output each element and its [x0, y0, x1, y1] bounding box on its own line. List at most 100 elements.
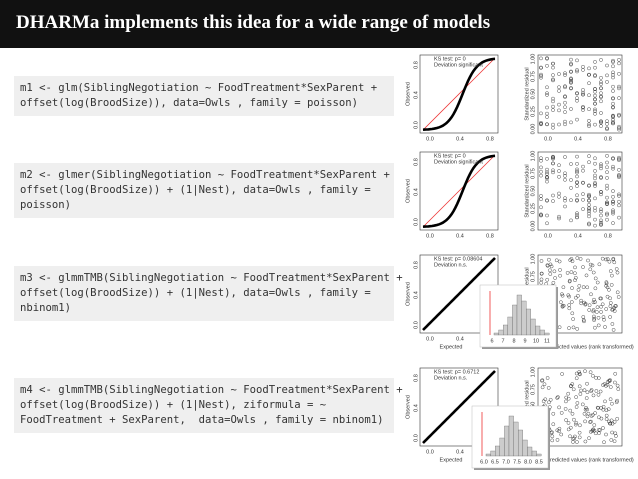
residual-frame	[537, 151, 623, 231]
residual-point	[617, 112, 621, 117]
residual-point	[557, 89, 561, 93]
residual-point	[587, 119, 591, 123]
residual-point	[593, 122, 597, 127]
residual-point	[615, 383, 620, 388]
residual-point	[569, 78, 573, 83]
residual-point	[551, 199, 555, 203]
qq-y-tick: 0.4	[413, 291, 419, 299]
residual-point	[557, 405, 561, 410]
residual-point	[539, 74, 543, 78]
residual-point	[557, 429, 561, 434]
residual-point	[604, 307, 609, 311]
residual-point	[551, 73, 555, 77]
residual-point	[617, 157, 621, 161]
residual-point	[545, 93, 549, 97]
residual-point	[539, 213, 543, 218]
residual-point	[575, 198, 579, 202]
residual-point	[617, 126, 621, 130]
histogram-x-tick: 11	[544, 338, 550, 344]
residual-point	[545, 263, 550, 268]
residual-point	[593, 300, 597, 304]
residual-point	[560, 292, 564, 297]
residual-point	[572, 436, 577, 441]
residual-point	[611, 73, 615, 77]
residual-point	[569, 57, 573, 62]
ks-test: KS test: p= 0	[434, 56, 466, 62]
residual-point	[598, 428, 602, 432]
residual-point	[548, 272, 553, 276]
residual-point	[599, 310, 603, 314]
residual-point	[588, 262, 593, 267]
residual-point	[539, 121, 543, 126]
residual-point	[559, 432, 564, 437]
qq-curve	[422, 57, 496, 131]
residual-point	[552, 269, 557, 274]
residual-point	[600, 256, 605, 261]
residual-point	[563, 71, 567, 75]
ks-test: KS test: p= 0.6712	[434, 369, 479, 375]
residual-point	[557, 214, 561, 219]
residual-point	[617, 124, 621, 129]
residual-point	[547, 257, 551, 262]
residual-point	[579, 388, 583, 393]
residual-point	[545, 56, 549, 61]
residual-point	[609, 385, 613, 389]
residual-point	[581, 65, 585, 69]
residual-y-tick: 1.00	[530, 54, 536, 65]
histogram-bar	[513, 421, 519, 457]
residual-point	[617, 72, 621, 76]
residual-point	[547, 400, 551, 405]
residual-point	[617, 96, 621, 100]
residual-point	[551, 161, 555, 166]
residual-point	[563, 174, 567, 178]
residual-point	[561, 285, 566, 290]
residual-point	[587, 221, 591, 226]
residual-point	[601, 426, 605, 430]
residual-point	[611, 189, 615, 193]
residual-point	[592, 423, 597, 427]
residual-y-label: Standardized residual	[524, 67, 530, 120]
residual-point	[572, 417, 576, 422]
residual-point	[551, 193, 555, 198]
residual-point	[617, 113, 621, 118]
residual-point	[557, 122, 561, 127]
residual-point	[599, 220, 603, 225]
residual-point	[539, 194, 543, 198]
residual-point	[591, 270, 596, 275]
residual-point	[569, 186, 573, 190]
residual-point	[555, 438, 560, 442]
residual-point	[599, 58, 603, 62]
residual-point	[599, 86, 603, 91]
residual-point	[568, 434, 572, 439]
residual-point	[596, 315, 601, 320]
residual-point	[617, 192, 621, 197]
qq-x-label: Expected	[440, 344, 463, 350]
residual-point	[556, 395, 560, 399]
residual-point	[587, 107, 591, 111]
residual-point	[588, 267, 593, 272]
residual-point	[569, 178, 573, 182]
residual-point	[611, 121, 615, 126]
residual-y-tick: 0.50	[530, 186, 536, 197]
residual-point	[570, 300, 574, 304]
residual-point	[579, 298, 583, 303]
residual-point	[539, 56, 543, 61]
residual-point	[574, 275, 578, 280]
residual-point	[557, 163, 561, 167]
residual-point	[539, 156, 543, 160]
residual-point	[593, 156, 597, 161]
residual-point	[574, 295, 578, 300]
residual-point	[539, 121, 543, 125]
histogram-x-tick: 10	[533, 338, 539, 344]
residual-point	[614, 304, 618, 308]
code-block: m4 <- glmmTMB(SiblingNegotiation ~ FoodT…	[14, 378, 403, 433]
residual-point	[599, 162, 603, 166]
residual-point	[551, 104, 555, 109]
residual-point	[605, 127, 609, 131]
residual-point	[602, 317, 606, 322]
residual-point	[563, 204, 567, 209]
residual-point	[593, 276, 598, 281]
residual-point	[581, 90, 585, 95]
